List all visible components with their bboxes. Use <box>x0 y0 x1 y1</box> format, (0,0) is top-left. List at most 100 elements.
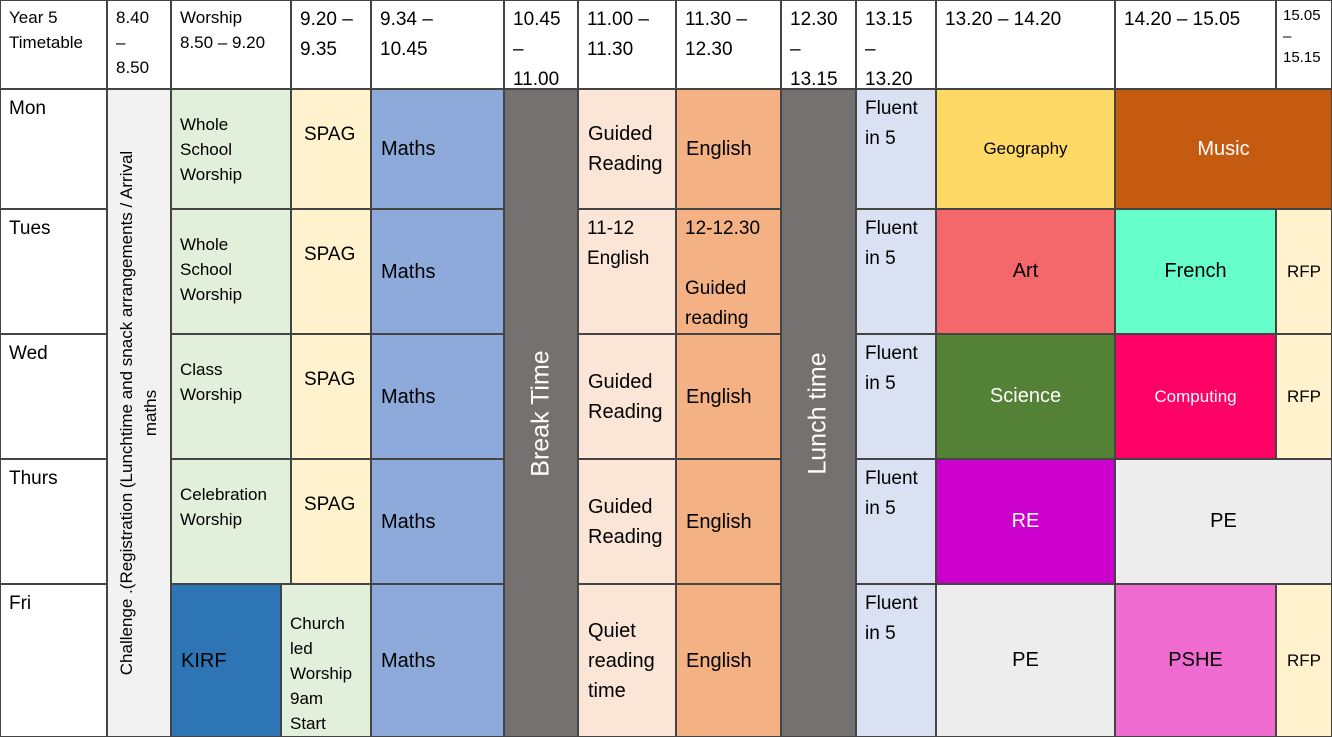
tues-rfp: RFP <box>1276 209 1332 334</box>
header-13-20-label: 13.20 – 14.20 <box>945 9 1062 30</box>
fri-fluent: Fluent in 5 <box>856 584 936 737</box>
thurs-spag-label: SPAG <box>304 494 356 515</box>
day-wed-label: Wed <box>9 343 48 364</box>
day-tues: Tues <box>0 209 107 334</box>
day-fri-label: Fri <box>9 593 32 614</box>
wed-maths-label: Maths <box>381 385 436 408</box>
thurs-guided-reading: Guided Reading <box>578 459 676 584</box>
tues-art-label: Art <box>1012 260 1039 282</box>
thurs-re-label: RE <box>1011 510 1040 532</box>
thurs-pe: PE <box>1115 459 1332 584</box>
header-14-20: 14.20 – 15.05 <box>1115 0 1276 89</box>
mon-worship-label: Whole School Worship <box>180 115 243 184</box>
fri-fluent-label: Fluent in 5 <box>865 593 918 644</box>
wed-english: English <box>676 334 781 459</box>
lunch-time: Lunch time <box>781 89 856 737</box>
wed-worship: Class Worship <box>171 334 291 459</box>
thurs-fluent: Fluent in 5 <box>856 459 936 584</box>
tues-spag-label: SPAG <box>304 244 356 265</box>
fri-kirf-label: KIRF <box>181 649 227 672</box>
wed-guided-reading-label: Guided Reading <box>588 370 663 423</box>
thurs-maths-label: Maths <box>381 510 436 533</box>
day-wed: Wed <box>0 334 107 459</box>
fri-rfp-label: RFP <box>1287 650 1321 670</box>
header-worship: Worship 8.50 – 9.20 <box>171 0 291 89</box>
wed-science: Science <box>936 334 1115 459</box>
mon-spag: SPAG <box>291 89 371 209</box>
thurs-worship: Celebration Worship <box>171 459 291 584</box>
fri-pshe-label: PSHE <box>1168 649 1223 671</box>
fri-pshe: PSHE <box>1115 584 1276 737</box>
header-title: Year 5 Timetable <box>0 0 107 89</box>
fri-quiet-reading: Quiet reading time <box>578 584 676 737</box>
thurs-guided-reading-label: Guided Reading <box>588 495 663 548</box>
fri-church-worship: Church led Worship 9am Start <box>281 584 371 737</box>
lunch-time-label: Lunch time <box>804 351 833 475</box>
tues-english-11-12-label: 11-12 English <box>587 218 650 269</box>
wed-science-label: Science <box>989 385 1062 407</box>
fri-pe: PE <box>936 584 1115 737</box>
mon-maths: Maths <box>371 89 504 209</box>
header-10-45: 10.45 – 11.00 <box>504 0 578 89</box>
header-15-05-label: 15.05 – 15.15 <box>1283 7 1321 66</box>
wed-english-label: English <box>686 385 752 408</box>
wed-rfp: RFP <box>1276 334 1332 459</box>
header-12-30-label: 12.30 – 13.15 <box>790 9 838 89</box>
header-9-20: 9.20 – 9.35 <box>291 0 371 89</box>
tues-spag: SPAG <box>291 209 371 334</box>
day-fri: Fri <box>0 584 107 737</box>
header-13-20: 13.20 – 14.20 <box>936 0 1115 89</box>
wed-worship-label: Class Worship <box>180 360 243 404</box>
header-worship-label: Worship 8.50 – 9.20 <box>180 8 266 52</box>
break-time-label: Break Time <box>526 349 555 477</box>
header-11-00-label: 11.00 – 11.30 <box>587 9 649 60</box>
header-9-34-label: 9.34 – 10.45 <box>380 9 433 60</box>
header-14-20-label: 14.20 – 15.05 <box>1124 9 1241 30</box>
thurs-english-label: English <box>686 510 752 533</box>
header-title-label: Year 5 Timetable <box>9 8 84 52</box>
day-mon-label: Mon <box>9 98 46 119</box>
header-11-30: 11.30 – 12.30 <box>676 0 781 89</box>
mon-spag-label: SPAG <box>304 124 356 145</box>
mon-worship: Whole School Worship <box>171 89 291 209</box>
thurs-spag: SPAG <box>291 459 371 584</box>
tues-french-label: French <box>1164 260 1227 282</box>
fri-maths: Maths <box>371 584 504 737</box>
wed-spag-label: SPAG <box>304 369 356 390</box>
fri-kirf: KIRF <box>171 584 281 737</box>
mon-guided-reading-label: Guided Reading <box>588 123 663 175</box>
header-10-45-label: 10.45 – 11.00 <box>513 9 561 89</box>
tues-maths: Maths <box>371 209 504 334</box>
thurs-pe-label: PE <box>1210 510 1237 532</box>
fri-maths-label: Maths <box>381 649 436 672</box>
tues-fluent-label: Fluent in 5 <box>865 218 918 269</box>
day-mon: Mon <box>0 89 107 209</box>
mon-english-label: English <box>686 138 752 160</box>
tues-guided-reading-12: 12-12.30 ​ Guided reading <box>676 209 781 334</box>
wed-computing: Computing <box>1115 334 1276 459</box>
thurs-maths: Maths <box>371 459 504 584</box>
mon-music-label: Music <box>1197 137 1250 160</box>
tues-fluent: Fluent in 5 <box>856 209 936 334</box>
header-8-40: 8.40 – 8.50 <box>107 0 171 89</box>
tues-art: Art <box>936 209 1115 334</box>
header-11-30-label: 11.30 – 12.30 <box>685 9 747 60</box>
mon-maths-label: Maths <box>381 138 436 160</box>
mon-geography-label: Geography <box>983 139 1068 158</box>
day-thurs-label: Thurs <box>9 468 58 489</box>
header-15-05: 15.05 – 15.15 <box>1276 0 1332 89</box>
arrival-column: Challenge .(Registration (Lunchtime and … <box>107 89 171 737</box>
thurs-english: English <box>676 459 781 584</box>
header-11-00: 11.00 – 11.30 <box>578 0 676 89</box>
thurs-fluent-label: Fluent in 5 <box>865 468 918 519</box>
wed-maths: Maths <box>371 334 504 459</box>
fri-english-label: English <box>686 649 752 672</box>
break-time: Break Time <box>504 89 578 737</box>
wed-fluent: Fluent in 5 <box>856 334 936 459</box>
fri-church-worship-label: Church led Worship 9am Start <box>290 614 353 733</box>
fri-english: English <box>676 584 781 737</box>
fri-quiet-reading-label: Quiet reading time <box>588 619 655 702</box>
header-9-34: 9.34 – 10.45 <box>371 0 504 89</box>
header-13-15: 13.15 – 13.20 <box>856 0 936 89</box>
